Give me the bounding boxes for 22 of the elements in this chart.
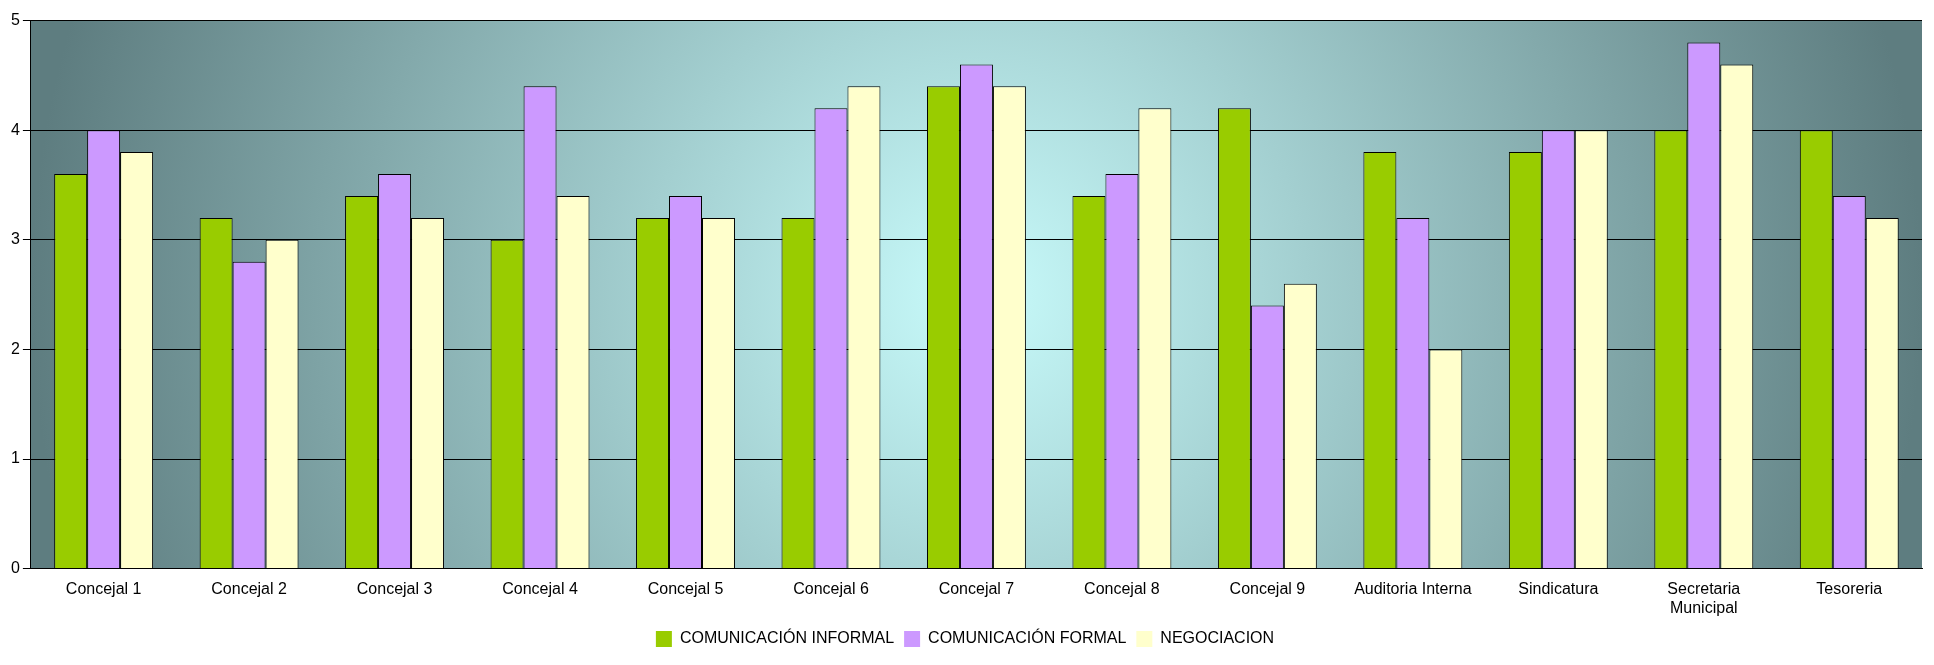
y-tick-label: 5 xyxy=(10,11,20,29)
x-tick-label: Concejal 6 xyxy=(793,579,869,597)
x-tick-label: Concejal 5 xyxy=(647,579,724,597)
x-tick-label: Concejal 8 xyxy=(1084,579,1160,597)
y-tick-label: 2 xyxy=(10,339,20,357)
x-tick-label: Concejal 9 xyxy=(1229,579,1306,597)
y-tick-label: 4 xyxy=(10,120,20,138)
x-tick-label: Concejal 1 xyxy=(65,579,142,597)
x-tick-label: Sindicatura xyxy=(1518,579,1599,597)
legend-label: COMUNICACIÓN FORMAL xyxy=(928,628,1127,647)
x-tick-label: Concejal 7 xyxy=(938,579,1015,597)
y-tick-label: 0 xyxy=(10,559,20,577)
y-tick-label: 3 xyxy=(10,230,20,248)
y-tick-label: 1 xyxy=(10,449,20,467)
x-tick-label: Auditoria Interna xyxy=(1354,579,1472,597)
x-tick-label: Concejal 3 xyxy=(356,579,433,597)
legend-label: COMUNICACIÓN INFORMAL xyxy=(679,628,895,647)
x-tick-label: Tesoreria xyxy=(1816,579,1883,597)
x-tick-label: Concejal 2 xyxy=(211,579,287,597)
x-tick-label: Secretaria Municipal xyxy=(1667,579,1741,616)
legend-label: NEGOCIACION xyxy=(1160,629,1275,647)
x-tick-label: Concejal 4 xyxy=(502,579,578,597)
